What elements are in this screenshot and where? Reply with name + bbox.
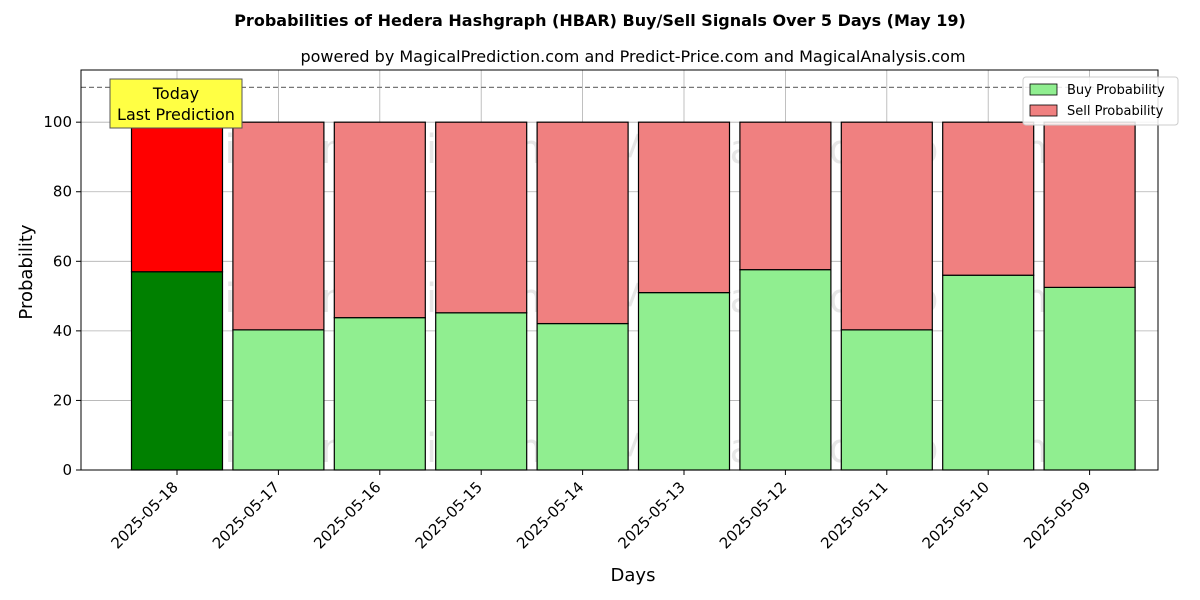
plot-frame	[80, 69, 1159, 471]
legend-label-buy: Buy Probability	[1067, 83, 1165, 98]
bar-buy	[232, 329, 325, 471]
legend-swatch-buy	[1029, 83, 1058, 96]
x-tick-label: 2025-05-14	[513, 478, 587, 552]
bar-buy	[130, 271, 224, 471]
bar-buy	[435, 312, 528, 471]
legend-frame	[1022, 76, 1179, 126]
bar-sell	[435, 121, 528, 314]
y-tick-label: 0	[62, 461, 72, 479]
bar-buy	[333, 317, 426, 471]
legend-label-sell: Sell Probability	[1067, 104, 1164, 119]
y-axis: 0 20 40 60 80 100	[43, 113, 81, 479]
x-tick-label: 2025-05-17	[209, 478, 283, 552]
x-axis: 2025-05-18 2025-05-17 2025-05-16 2025-05-15…	[107, 470, 1094, 552]
bar-buy	[840, 329, 933, 471]
x-tick-label: 2025-05-16	[310, 478, 384, 552]
x-tick-label: 2025-05-12	[716, 478, 790, 552]
bars	[130, 121, 1136, 471]
chart-subtitle: powered by MagicalPrediction.com and Pre…	[300, 47, 965, 66]
legend-swatch-sell	[1029, 104, 1058, 117]
x-tick-label: 2025-05-10	[919, 478, 993, 552]
bar-buy	[637, 292, 731, 471]
y-tick-label: 100	[43, 113, 72, 131]
x-tick-label: 2025-05-09	[1020, 478, 1094, 552]
chart-title: Probabilities of Hedera Hashgraph (HBAR)…	[234, 11, 966, 30]
bar-buy	[942, 274, 1035, 471]
legend: Buy Probability Sell Probability	[1022, 76, 1179, 126]
bar-sell	[232, 121, 325, 331]
x-tick-label: 2025-05-11	[817, 478, 891, 552]
bar-buy	[1043, 286, 1136, 471]
bar-sell	[637, 121, 731, 294]
annotation-box	[109, 78, 243, 129]
bar-sell	[840, 121, 933, 331]
y-tick-label: 80	[53, 183, 72, 201]
bar-buy	[536, 322, 629, 471]
bar-sell	[333, 121, 426, 319]
y-tick-label: 60	[53, 252, 72, 270]
bar-sell	[536, 121, 629, 325]
annotation-line-2: Last Prediction	[117, 105, 235, 124]
annotation-line-1: Today	[152, 84, 199, 103]
x-tick-label: 2025-05-15	[412, 478, 486, 552]
y-tick-label: 20	[53, 391, 72, 409]
y-tick-label: 40	[53, 322, 72, 340]
y-axis-label: Probability	[16, 224, 37, 319]
x-axis-label: Days	[611, 565, 656, 586]
today-annotation: Today Last Prediction	[109, 78, 243, 129]
bar-sell	[942, 121, 1035, 276]
x-tick-label: 2025-05-18	[107, 478, 181, 552]
bar-sell	[130, 121, 224, 273]
bar-sell	[1043, 121, 1136, 288]
bar-buy	[739, 269, 832, 471]
x-tick-label: 2025-05-13	[614, 478, 688, 552]
bar-sell	[739, 121, 832, 271]
